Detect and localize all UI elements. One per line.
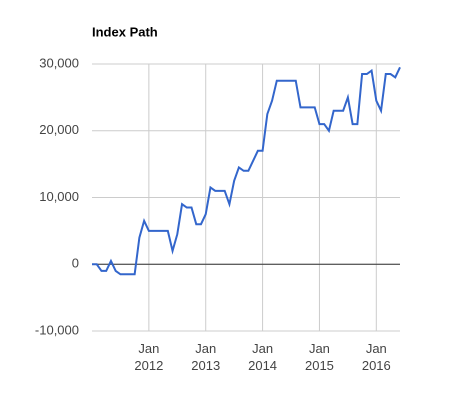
y-tick-label: 30,000 <box>39 55 79 70</box>
data-line <box>92 66 401 276</box>
y-tick-label: 20,000 <box>39 122 79 137</box>
x-tick-label: Jan 2013 <box>191 341 220 373</box>
x-tick-label: Jan 2016 <box>362 341 391 373</box>
x-tick-label: Jan 2015 <box>305 341 334 373</box>
x-tick-label: Jan 2012 <box>134 341 163 373</box>
chart-title: Index Path <box>92 24 158 39</box>
y-tick-label: 10,000 <box>39 189 79 204</box>
y-tick-label: 0 <box>72 256 79 271</box>
x-tick-label: Jan 2014 <box>248 341 277 373</box>
y-tick-label: -10,000 <box>35 322 79 337</box>
